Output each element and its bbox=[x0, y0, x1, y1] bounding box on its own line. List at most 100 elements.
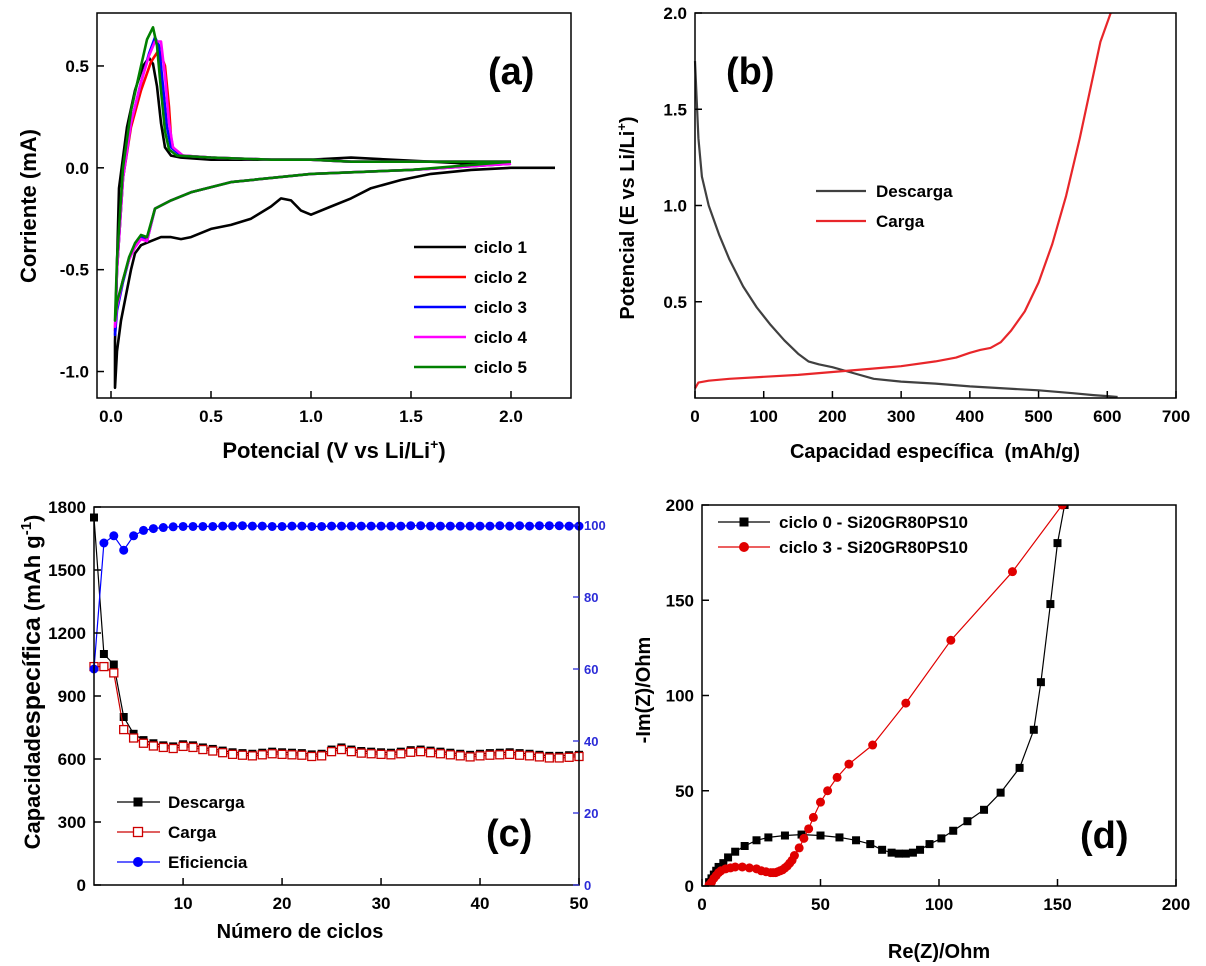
nyquist-point bbox=[1029, 725, 1038, 734]
nyquist-point bbox=[1036, 678, 1045, 687]
cycle-point-Eficiencia bbox=[406, 521, 416, 531]
panel-b-charge-discharge: 0 100 200 300 400 500 600 700 0.5 1.0 1.5 2.0 (b) C… bbox=[614, 4, 1190, 463]
cycle-point-Carga bbox=[247, 751, 258, 761]
cycle-point-Carga bbox=[346, 747, 356, 757]
cycle-point-Carga bbox=[485, 750, 495, 760]
cycle-point-Eficiencia bbox=[237, 521, 247, 531]
nyquist-point bbox=[1007, 567, 1017, 577]
nyquist-point bbox=[719, 859, 728, 868]
cv-line-ciclo-2 bbox=[113, 48, 512, 333]
cycle-point-Eficiencia bbox=[119, 545, 129, 555]
cycle-point-Carga bbox=[317, 751, 327, 761]
x-tick-label: 20 bbox=[273, 894, 292, 913]
panel-a-label: (a) bbox=[488, 51, 534, 93]
cv-line-ciclo-1 bbox=[113, 56, 555, 390]
y-tick-label: 300 bbox=[58, 813, 86, 832]
cycle-point-Carga bbox=[237, 750, 248, 760]
cycle-point-Carga bbox=[267, 749, 277, 759]
gcd-line-Carga bbox=[694, 12, 1112, 389]
panel-b-label: (b) bbox=[726, 51, 775, 93]
panel-d-ticks: 0 50 100 150 200 0 50 100 150 200 bbox=[666, 496, 1191, 914]
cycle-point-Eficiencia bbox=[287, 521, 297, 531]
cycle-point-Carga bbox=[277, 749, 287, 760]
cycle-point-Eficiencia bbox=[485, 521, 495, 531]
nyquist-point bbox=[868, 740, 878, 750]
nyquist-point bbox=[780, 831, 789, 840]
cycle-point-Carga bbox=[475, 751, 485, 761]
cycle-point-Eficiencia bbox=[148, 524, 158, 534]
panel-d-ylabel: -Im(Z)/Ohm bbox=[633, 637, 655, 744]
cycle-point-Eficiencia bbox=[327, 521, 337, 531]
nyquist-point bbox=[816, 797, 825, 807]
cycle-point-Eficiencia bbox=[495, 521, 505, 531]
panel-c-cycling: 10 20 30 40 50030060090012001500180002040608… bbox=[18, 498, 606, 943]
legend-marker bbox=[133, 857, 143, 867]
cycle-point-Eficiencia bbox=[277, 521, 287, 531]
cycle-point-Carga bbox=[425, 748, 436, 758]
cycle-point-Carga bbox=[148, 741, 159, 751]
y-tick-label: 100 bbox=[666, 687, 694, 706]
cycle-point-Eficiencia bbox=[386, 521, 396, 531]
cv-line-ciclo-4 bbox=[113, 40, 512, 329]
nyquist-point bbox=[937, 834, 946, 843]
nyquist-point bbox=[737, 862, 747, 872]
panel-d-series bbox=[704, 505, 1069, 886]
legend-marker bbox=[133, 797, 143, 807]
legend-label: ciclo 3 bbox=[474, 298, 527, 317]
cycle-point-Carga bbox=[495, 750, 505, 760]
x-tick-label: 1.5 bbox=[399, 407, 423, 426]
nyquist-line bbox=[708, 505, 1063, 886]
cycle-point-Eficiencia bbox=[138, 525, 148, 535]
panel-a-ylabel: Corriente (mA) bbox=[16, 129, 41, 283]
legend-label: ciclo 2 bbox=[474, 268, 527, 287]
panel-c-ylabel: Capacidadespecífica (mAh g-1) bbox=[18, 515, 46, 850]
panel-c-xlabel: Número de ciclos bbox=[217, 921, 384, 943]
cycle-point-Eficiencia bbox=[218, 521, 228, 531]
nyquist-point bbox=[730, 862, 740, 872]
panel-a-ticks: 0.0 0.5 1.0 1.5 2.0 -1.0 -0.5 0.0 0.5 bbox=[60, 57, 523, 426]
y2-tick-label: 100 bbox=[584, 518, 606, 533]
panel-a-cyclic-voltammetry: 0.0 0.5 1.0 1.5 2.0 -1.0 -0.5 0.0 0.5 (a) Potenc… bbox=[16, 12, 572, 463]
panel-c-label: (c) bbox=[486, 813, 532, 855]
cycle-point-Eficiencia bbox=[346, 521, 356, 531]
x-tick-label: 0 bbox=[697, 895, 706, 914]
panel-b-xlabel: Capacidad específica (mAh/g) bbox=[790, 441, 1080, 463]
y-tick-label: 1.0 bbox=[663, 197, 687, 216]
cycle-point-Carga bbox=[554, 753, 564, 763]
cycle-point-Carga bbox=[326, 747, 337, 757]
cycle-point-Carga bbox=[564, 752, 574, 762]
legend-label: Descarga bbox=[876, 182, 953, 201]
cycle-point-Carga bbox=[297, 750, 307, 760]
panel-d-legend: ciclo 0 - Si20GR80PS10 ciclo 3 - Si20GR80… bbox=[718, 513, 968, 557]
panel-b-ticks: 0 100 200 300 400 500 600 700 0.5 1.0 1.5 2.0 bbox=[663, 4, 1190, 426]
y2-tick-label: 40 bbox=[584, 734, 598, 749]
legend-marker bbox=[739, 517, 749, 527]
cycle-point-Carga bbox=[138, 738, 149, 748]
cycle-point-Eficiencia bbox=[455, 521, 465, 531]
nyquist-point bbox=[799, 833, 809, 843]
nyquist-point bbox=[804, 824, 814, 834]
nyquist-point bbox=[887, 848, 896, 857]
cycle-point-Carga bbox=[544, 753, 554, 763]
nyquist-point bbox=[1053, 539, 1062, 548]
y-tick-label: 900 bbox=[58, 687, 86, 706]
y-tick-label: 2.0 bbox=[663, 4, 687, 23]
cycle-point-Carga bbox=[445, 750, 455, 760]
cycle-point-Eficiencia bbox=[525, 521, 535, 531]
y-tick-label: 150 bbox=[666, 591, 694, 610]
panel-a-series bbox=[113, 25, 555, 390]
cycle-point-Carga bbox=[99, 661, 109, 672]
cycle-point-Eficiencia bbox=[208, 521, 218, 531]
cycle-point-Eficiencia bbox=[178, 521, 188, 531]
panel-c-series bbox=[89, 513, 584, 763]
legend-label: ciclo 0 - Si20GR80PS10 bbox=[779, 513, 968, 532]
nyquist-point bbox=[901, 849, 910, 858]
cycle-point-Carga bbox=[158, 742, 168, 753]
nyquist-point bbox=[794, 843, 804, 853]
cycle-point-Eficiencia bbox=[475, 521, 485, 531]
y2-tick-label: 60 bbox=[584, 662, 598, 677]
nyquist-point bbox=[946, 635, 956, 645]
x-tick-label: 100 bbox=[925, 895, 953, 914]
cycle-point-Eficiencia bbox=[416, 521, 426, 531]
